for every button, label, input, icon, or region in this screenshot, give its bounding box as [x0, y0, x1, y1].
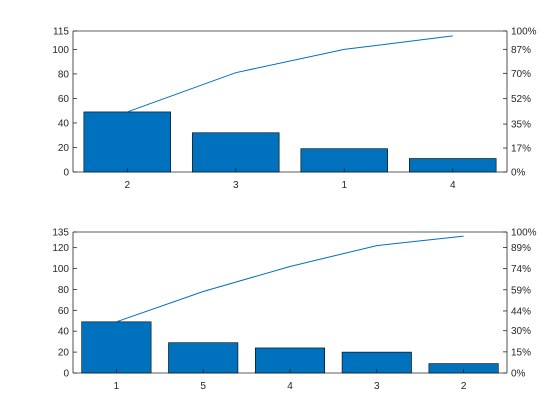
y2-tick-label: 74% [511, 264, 531, 275]
y2-tick-label: 89% [511, 243, 531, 254]
y-tick-label: 80 [58, 285, 70, 296]
y2-tick-label: 52% [511, 94, 531, 105]
cumulative-line [127, 35, 453, 113]
y2-tick-label: 17% [511, 144, 531, 155]
y-tick-label: 115 [53, 27, 69, 38]
y2-tick-label: 15% [511, 347, 531, 358]
cumulative-line [116, 235, 464, 323]
x-tick-label: 5 [200, 381, 206, 392]
bar-3 [192, 132, 280, 173]
y-tick-label: 40 [58, 327, 70, 338]
x-tick-label: 1 [114, 381, 120, 392]
bar-1 [81, 321, 152, 374]
y-tick-label: 60 [58, 306, 70, 317]
bar-4 [254, 347, 326, 374]
x-tick-label: 3 [374, 381, 380, 392]
y2-tick-label: 100% [511, 27, 537, 38]
y2-tick-label: 100% [511, 228, 537, 239]
x-tick-label: 4 [287, 381, 293, 392]
y2-tick-label: 87% [511, 45, 531, 56]
y-tick-label: 100 [52, 264, 69, 275]
y2-tick-label: 30% [511, 326, 531, 337]
y2-tick-label: 0% [511, 369, 526, 380]
y-tick-label: 135 [52, 228, 69, 239]
y2-tick-label: 0% [511, 168, 526, 179]
x-tick-label: 3 [233, 180, 239, 191]
y-tick-label: 120 [52, 243, 69, 254]
y2-tick-label: 44% [511, 306, 531, 317]
x-tick-label: 4 [450, 180, 456, 191]
y2-tick-label: 59% [511, 285, 531, 296]
y2-tick-label: 70% [511, 69, 531, 80]
bar-2 [83, 111, 171, 173]
bar-5 [168, 342, 239, 374]
x-tick-label: 2 [124, 180, 130, 191]
y-tick-label: 100 [52, 45, 69, 56]
y-tick-label: 20 [58, 348, 70, 359]
y-tick-label: 80 [58, 69, 70, 80]
y-tick-label: 0 [63, 168, 69, 179]
y-tick-label: 20 [58, 143, 70, 154]
x-tick-label: 2 [461, 381, 467, 392]
y-tick-label: 60 [58, 94, 70, 105]
x-tick-label: 1 [341, 180, 347, 191]
y-tick-label: 40 [58, 118, 70, 129]
pareto-chart-2: 1 5 4 3 20204060801001201350%15%30%44%59%74%… [52, 228, 536, 393]
y2-tick-label: 35% [511, 120, 531, 131]
y-tick-label: 0 [63, 369, 69, 380]
